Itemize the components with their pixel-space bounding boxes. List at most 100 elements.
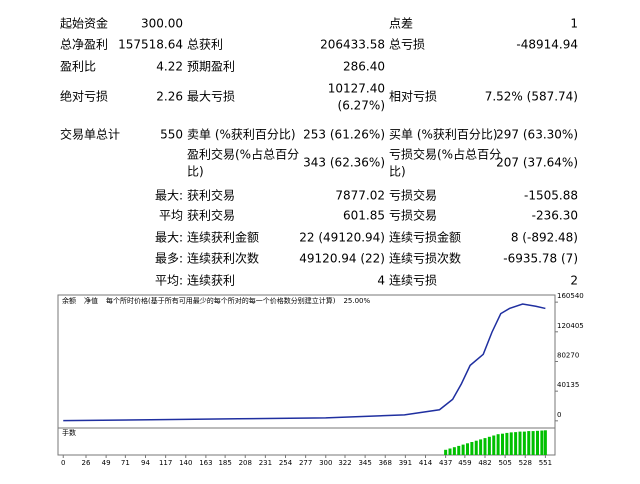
report-cell: 最多: (155, 252, 183, 266)
report-cell: 总亏损 (389, 38, 425, 52)
report-cell: (6.27%) (338, 99, 385, 113)
report-cell: 22 (49120.94) (299, 231, 385, 245)
report-cell: 550 (160, 128, 183, 142)
report-cell: 最大: (155, 189, 183, 203)
volume-bar (501, 433, 504, 455)
x-tick-label: 482 (478, 459, 491, 467)
report-cell: 总获利 (187, 38, 223, 52)
volume-label: 手数 (62, 428, 76, 437)
volume-bar (444, 449, 448, 455)
report-cell: 2.26 (156, 90, 183, 104)
volume-bar (461, 444, 465, 455)
volume-bar (452, 447, 456, 455)
volume-bar (487, 436, 491, 455)
x-tick-label: 277 (299, 459, 312, 467)
volume-bar (514, 432, 518, 455)
report-cell: 相对亏损 (389, 90, 437, 104)
chart-tab: 25.00% (343, 297, 370, 305)
volume-bar (540, 430, 544, 455)
report-cell: 4 (377, 274, 385, 288)
y-tick-label: 40135 (557, 381, 579, 389)
y-tick-label: 0 (557, 411, 561, 419)
volume-bar (522, 431, 526, 455)
chart-tab: 余额 (62, 296, 76, 305)
volume-bar (492, 435, 496, 455)
report-cell: 207 (37.64%) (496, 156, 578, 170)
report-cell: 买单 (%获利百分比) (389, 128, 498, 142)
report-cell: 连续获利次数 (187, 251, 259, 266)
x-tick-label: 368 (379, 459, 392, 467)
x-tick-label: 551 (539, 459, 552, 467)
volume-bar (474, 440, 478, 455)
report-cell: 点差 (389, 17, 413, 31)
x-tick-label: 94 (141, 459, 150, 467)
report-cell: 1 (570, 17, 578, 31)
x-tick-label: 0 (61, 459, 65, 467)
x-tick-label: 71 (121, 459, 130, 467)
report-cell: 297 (63.30%) (496, 128, 578, 142)
volume-bar (509, 432, 513, 455)
report-cell: 286.40 (343, 60, 385, 74)
report-cell: -1505.88 (524, 189, 578, 203)
y-tick-label: 120405 (557, 322, 584, 330)
report-cell: 盈利交易(%占总百分 (187, 147, 299, 162)
report-cell: 平均: (155, 274, 183, 288)
report-cell: 4.22 (156, 60, 183, 74)
x-tick-label: 163 (199, 459, 212, 467)
report-cell: 预期盈利 (187, 60, 235, 74)
x-tick-label: 140 (179, 459, 192, 467)
balance-panel (57, 294, 556, 429)
x-tick-label: 231 (259, 459, 272, 467)
report-cell: 比) (187, 165, 204, 179)
volume-bar (479, 439, 483, 455)
x-tick-label: 117 (159, 459, 172, 467)
report-cell: 连续获利金额 (187, 230, 259, 245)
report-cell: 卖单 (%获利百分比) (187, 128, 296, 142)
report-cell: 最大亏损 (187, 90, 235, 104)
volume-bar (527, 431, 531, 455)
volume-bar (466, 443, 469, 455)
report-cell: 起始资金 (60, 16, 108, 31)
report-cell: -48914.94 (516, 38, 578, 52)
x-tick-label: 459 (458, 459, 471, 467)
volume-bar (457, 445, 461, 455)
report-cell: 8 (-892.48) (511, 231, 578, 245)
x-tick-label: 322 (338, 459, 351, 467)
x-tick-label: 254 (279, 459, 293, 467)
report-cell: 343 (62.36%) (303, 156, 385, 170)
x-tick-label: 437 (439, 459, 452, 467)
volume-bar (518, 431, 522, 455)
report-cell: 206433.58 (320, 38, 385, 52)
report-cell: 盈利比 (60, 60, 96, 74)
x-tick-label: 505 (498, 459, 511, 467)
report-cell: 亏损交易(%占总百分 (389, 147, 501, 162)
report-cell: -6935.78 (7) (503, 252, 578, 266)
report-cell: 绝对亏损 (60, 89, 108, 104)
x-tick-label: 208 (239, 459, 252, 467)
report-cell: 601.85 (343, 209, 385, 223)
report-cell: 49120.94 (22) (299, 252, 385, 266)
report-cell: 10127.40 (328, 82, 385, 96)
report-cell: 交易单总计 (60, 127, 120, 142)
report-cell: 比) (389, 165, 406, 179)
volume-bar (543, 430, 547, 455)
x-tick-label: 414 (419, 459, 433, 467)
x-tick-label: 300 (319, 459, 332, 467)
report-cell: 最大: (155, 231, 183, 245)
x-tick-label: 26 (82, 459, 91, 467)
report-cell: 300.00 (141, 17, 183, 31)
report-cell: 157518.64 (118, 38, 183, 52)
report-cell: 253 (61.26%) (303, 128, 385, 142)
report-cell: 连续亏损次数 (389, 251, 461, 266)
volume-bar (448, 448, 452, 455)
volume-bar (483, 438, 487, 455)
y-tick-label: 160540 (557, 292, 584, 300)
report-cell: 总净盈利 (60, 38, 108, 52)
report-cell: 平均 (159, 209, 183, 223)
balance-line (63, 303, 546, 422)
report-cell: 连续获利 (187, 273, 235, 288)
x-tick-label: 345 (358, 459, 371, 467)
report-cell: 连续亏损 (389, 273, 437, 288)
volume-bar (505, 432, 509, 455)
